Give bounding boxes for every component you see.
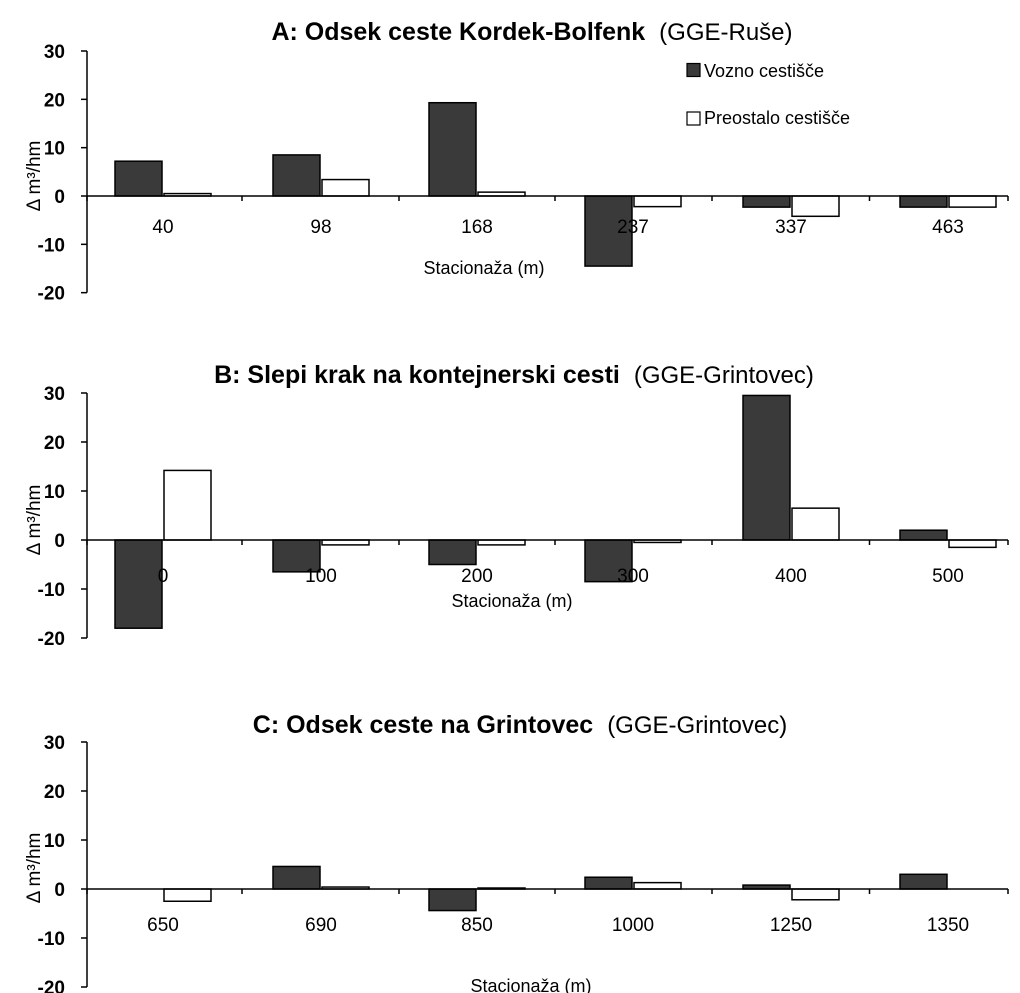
bar-vozno-cestisce bbox=[272, 865, 321, 890]
bar-vozno-cestisce bbox=[742, 195, 791, 208]
legend-swatch-vozno bbox=[686, 62, 701, 78]
bar-vozno-cestisce bbox=[899, 873, 948, 890]
x-tick-label: 400 bbox=[775, 566, 807, 587]
chart-title: A: Odsek ceste Kordek-Bolfenk (GGE-Ruše) bbox=[271, 18, 792, 46]
y-tick-label: 10 bbox=[44, 139, 65, 160]
x-tick-label: 337 bbox=[775, 217, 807, 238]
chart-title: B: Slepi krak na kontejnerski cesti (GGE-… bbox=[214, 361, 814, 389]
x-tick-label: 0 bbox=[158, 566, 169, 587]
y-tick-label: 0 bbox=[54, 880, 65, 901]
bar-preostalo-cestisce bbox=[791, 507, 840, 541]
chart-title-main: C: Odsek ceste na Grintovec bbox=[253, 711, 594, 739]
y-tick-label: 10 bbox=[44, 482, 65, 503]
bar-preostalo-cestisce bbox=[633, 195, 682, 208]
y-tick-label: 10 bbox=[44, 831, 65, 852]
y-tick-label: -10 bbox=[38, 929, 65, 950]
bar-vozno-cestisce bbox=[114, 539, 163, 629]
bar-vozno-cestisce bbox=[584, 539, 633, 583]
x-tick-label: 100 bbox=[305, 566, 337, 587]
x-axis-label: Stacionaža (m) bbox=[470, 976, 591, 993]
bar-vozno-cestisce bbox=[114, 160, 163, 197]
x-axis-label: Stacionaža (m) bbox=[423, 258, 544, 278]
y-axis-label: Δ m³/hm bbox=[24, 141, 45, 212]
x-tick-label: 237 bbox=[617, 217, 649, 238]
bar-preostalo-cestisce bbox=[948, 195, 997, 208]
x-tick-label: 650 bbox=[147, 915, 179, 936]
x-tick-label: 40 bbox=[152, 217, 173, 238]
x-tick-label: 1350 bbox=[927, 915, 969, 936]
x-tick-label: 1000 bbox=[612, 915, 654, 936]
chart-title-main: A: Odsek ceste Kordek-Bolfenk bbox=[271, 18, 645, 46]
bar-preostalo-cestisce bbox=[791, 195, 840, 218]
bar-vozno-cestisce bbox=[584, 195, 633, 267]
x-tick-label: 98 bbox=[310, 217, 331, 238]
bar-vozno-cestisce bbox=[428, 888, 477, 912]
bar-vozno-cestisce bbox=[428, 101, 477, 197]
y-axis-label: Δ m³/hm bbox=[24, 485, 45, 556]
legend-label-vozno: Vozno cestišče bbox=[704, 61, 824, 81]
legend-label-preostalo: Preostalo cestišče bbox=[704, 108, 850, 128]
bar-vozno-cestisce bbox=[272, 154, 321, 197]
y-tick-label: 0 bbox=[54, 531, 65, 552]
chart-title-suffix: (GGE-Grintovec) bbox=[634, 362, 814, 389]
x-tick-label: 500 bbox=[932, 566, 964, 587]
x-tick-label: 850 bbox=[461, 915, 493, 936]
chart-title-suffix: (GGE-Ruše) bbox=[659, 19, 792, 46]
legend-swatch-preostalo bbox=[686, 111, 701, 126]
chart-panel-c: C: Odsek ceste na Grintovec (GGE-Grintove… bbox=[24, 711, 1009, 993]
y-tick-label: -10 bbox=[38, 235, 65, 256]
y-tick-label: -10 bbox=[38, 580, 65, 601]
y-tick-label: 0 bbox=[54, 187, 65, 208]
chart-title-main: B: Slepi krak na kontejnerski cesti bbox=[214, 361, 620, 389]
x-tick-label: 200 bbox=[461, 566, 493, 587]
x-tick-label: 463 bbox=[932, 217, 964, 238]
y-axis-label: Δ m³/hm bbox=[24, 833, 45, 904]
bar-vozno-cestisce bbox=[742, 394, 791, 541]
y-tick-label: -20 bbox=[38, 978, 65, 993]
bar-preostalo-cestisce bbox=[948, 539, 997, 549]
x-tick-label: 300 bbox=[617, 566, 649, 587]
y-tick-label: 30 bbox=[44, 42, 65, 63]
bar-preostalo-cestisce bbox=[321, 178, 370, 197]
x-tick-label: 168 bbox=[461, 217, 493, 238]
bar-preostalo-cestisce bbox=[791, 888, 840, 901]
y-tick-label: -20 bbox=[38, 629, 65, 650]
chart-title: C: Odsek ceste na Grintovec (GGE-Grintove… bbox=[253, 711, 787, 739]
chart-legend: Vozno cestišče Preostalo cestišče bbox=[686, 61, 850, 128]
y-tick-label: 20 bbox=[44, 782, 65, 803]
bar-preostalo-cestisce bbox=[633, 881, 682, 890]
bar-vozno-cestisce bbox=[428, 539, 477, 566]
y-tick-label: 30 bbox=[44, 384, 65, 405]
bar-vozno-cestisce bbox=[899, 195, 948, 208]
bar-preostalo-cestisce bbox=[163, 469, 212, 541]
y-tick-label: 30 bbox=[44, 733, 65, 754]
chart-panel-b: B: Slepi krak na kontejnerski cesti (GGE-… bbox=[24, 361, 1009, 650]
x-tick-label: 1250 bbox=[770, 915, 812, 936]
bar-vozno-cestisce bbox=[899, 529, 948, 541]
x-axis-label: Stacionaža (m) bbox=[451, 591, 572, 611]
bar-vozno-cestisce bbox=[584, 876, 633, 890]
chart-panel-a: A: Odsek ceste Kordek-Bolfenk (GGE-Ruše) 3… bbox=[24, 18, 1009, 305]
y-tick-label: -20 bbox=[38, 284, 65, 305]
x-tick-label: 690 bbox=[305, 915, 337, 936]
y-tick-label: 20 bbox=[44, 90, 65, 111]
y-tick-label: 20 bbox=[44, 433, 65, 454]
chart-title-suffix: (GGE-Grintovec) bbox=[607, 712, 787, 739]
bar-preostalo-cestisce bbox=[163, 888, 212, 902]
